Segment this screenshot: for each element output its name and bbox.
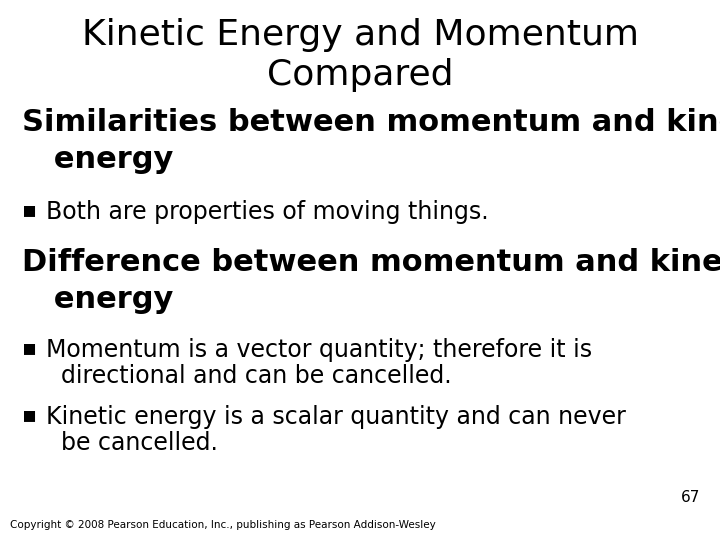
Text: ▪: ▪ (22, 405, 37, 425)
Text: directional and can be cancelled.: directional and can be cancelled. (46, 364, 451, 388)
Text: Both are properties of moving things.: Both are properties of moving things. (46, 200, 489, 224)
Text: Kinetic Energy and Momentum: Kinetic Energy and Momentum (81, 18, 639, 52)
Text: ▪: ▪ (22, 200, 37, 220)
Text: Similarities between momentum and kinetic: Similarities between momentum and kineti… (22, 108, 720, 137)
Text: be cancelled.: be cancelled. (46, 431, 218, 455)
Text: 67: 67 (680, 490, 700, 505)
Text: Momentum is a vector quantity; therefore it is: Momentum is a vector quantity; therefore… (46, 338, 592, 362)
Text: Difference between momentum and kinetic: Difference between momentum and kinetic (22, 248, 720, 277)
Text: Kinetic energy is a scalar quantity and can never: Kinetic energy is a scalar quantity and … (46, 405, 626, 429)
Text: Copyright © 2008 Pearson Education, Inc., publishing as Pearson Addison-Wesley: Copyright © 2008 Pearson Education, Inc.… (10, 520, 436, 530)
Text: energy: energy (22, 145, 174, 174)
Text: ▪: ▪ (22, 338, 37, 358)
Text: energy: energy (22, 285, 174, 314)
Text: Compared: Compared (266, 58, 454, 92)
